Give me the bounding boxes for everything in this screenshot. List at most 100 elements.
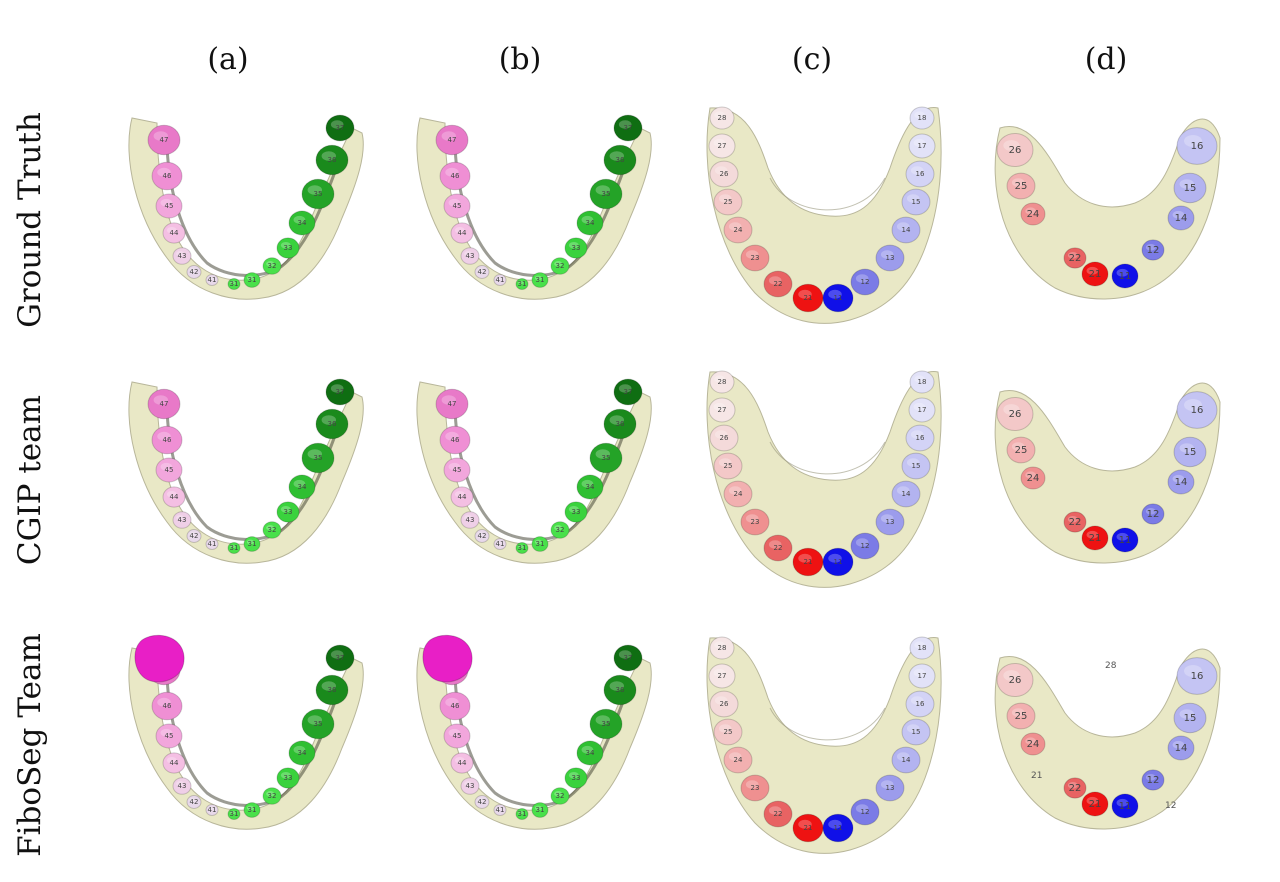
tooth: 33 <box>276 501 300 523</box>
tooth-label: 25 <box>1015 181 1028 192</box>
tooth: 31 <box>515 277 529 291</box>
tooth: 43 <box>460 247 480 265</box>
tooth-label: 45 <box>165 466 174 474</box>
panel-b-row1: 47 46 45 44 43 42 41 37 36 35 34 33 32 31 31 <box>400 98 660 328</box>
tooth-label: 44 <box>458 229 467 237</box>
tooth: 47 <box>435 124 469 156</box>
tooth-label: 41 <box>208 806 217 814</box>
tooth: 34 <box>288 474 316 500</box>
tooth: 32 <box>550 787 570 805</box>
tooth-label: 32 <box>268 792 277 800</box>
tooth-label: 37 <box>624 124 633 132</box>
tooth-label: 16 <box>1191 141 1204 152</box>
tooth: 47 <box>435 388 469 420</box>
tooth-label: 32 <box>556 526 565 534</box>
tooth-label: 25 <box>724 198 733 206</box>
tooth: 32 <box>262 787 282 805</box>
tooth-label: 43 <box>178 782 187 790</box>
gum-surface <box>416 647 652 830</box>
tooth-label: 46 <box>451 172 460 180</box>
tooth: 43 <box>172 511 192 529</box>
tooth: 28 <box>709 636 735 660</box>
tooth: 16 <box>905 690 935 718</box>
tooth: 35 <box>589 708 623 740</box>
tooth-label: 15 <box>1184 713 1197 724</box>
panel-c-row3-image: 28 27 26 25 24 23 22 21 18 17 16 15 14 13 12 11 <box>706 636 942 854</box>
gum-surface <box>128 381 364 564</box>
tooth-label: 27 <box>718 672 727 680</box>
tooth-label: 36 <box>328 686 337 694</box>
tooth: 33 <box>276 237 300 259</box>
tooth-label: 15 <box>912 462 921 470</box>
tooth-label: 47 <box>160 136 169 144</box>
tooth: 31 <box>243 272 261 288</box>
tooth-label: 34 <box>298 219 307 227</box>
gum-surface <box>994 118 1221 300</box>
tooth-label: 45 <box>453 202 462 210</box>
tooth-label: 11 <box>834 294 843 302</box>
tooth-label: 43 <box>178 252 187 260</box>
tooth: 31 <box>227 277 241 291</box>
tooth: 12 <box>850 268 880 296</box>
tooth-label: 31 <box>536 540 545 548</box>
tooth-label: 17 <box>918 406 927 414</box>
gum-surface <box>706 107 942 324</box>
tooth-label: 28 <box>718 378 727 386</box>
tooth: 33 <box>564 501 588 523</box>
tooth: 31 <box>227 541 241 555</box>
tooth-label: 36 <box>328 156 337 164</box>
tooth-label: 31 <box>248 276 257 284</box>
tooth: 14 <box>1167 735 1195 761</box>
tooth-label: 16 <box>916 170 925 178</box>
tooth-label: 45 <box>165 732 174 740</box>
tooth-label: 12 <box>1147 775 1160 786</box>
tooth: 31 <box>515 541 529 555</box>
tooth-label: 43 <box>466 782 475 790</box>
tooth: 34 <box>576 474 604 500</box>
tooth-label: 22 <box>774 544 783 552</box>
tooth-label: 46 <box>163 436 172 444</box>
tooth: 36 <box>315 408 349 440</box>
tooth: 24 <box>1020 466 1046 490</box>
tooth: 44 <box>450 222 474 244</box>
tooth: 21 <box>1081 525 1109 551</box>
tooth-label: 46 <box>163 172 172 180</box>
tooth-label: 21 <box>1089 799 1102 810</box>
tooth: 42 <box>474 795 490 809</box>
tooth-label: 21 <box>1089 533 1102 544</box>
tooth: 31 <box>531 802 549 818</box>
column-label-d: (d) <box>1084 42 1128 77</box>
tooth: 31 <box>243 536 261 552</box>
panel-d-row3-image: 26 25 24 22 21 16 15 14 12 11 28 21 12 <box>994 648 1221 830</box>
tooth-label: 44 <box>458 759 467 767</box>
tooth-label: 12 <box>861 542 870 550</box>
tooth-label: 35 <box>602 720 611 728</box>
tooth: 47 <box>147 388 181 420</box>
tooth: 34 <box>288 740 316 766</box>
tooth: 32 <box>262 521 282 539</box>
tooth-label: 21 <box>804 558 813 566</box>
tooth: 33 <box>276 767 300 789</box>
tooth-label: 25 <box>724 728 733 736</box>
tooth-label: 26 <box>720 700 729 708</box>
tooth-label: 12 <box>861 278 870 286</box>
tooth: 37 <box>613 378 643 406</box>
tooth: 11 <box>822 813 854 843</box>
row-label-fiboseg-team: FiboSeg Team <box>12 633 48 857</box>
tooth: 16 <box>1176 657 1218 695</box>
tooth: 12 <box>1141 769 1165 791</box>
tooth: 46 <box>439 161 471 191</box>
tooth-label: 16 <box>916 434 925 442</box>
tooth: 33 <box>564 767 588 789</box>
tooth: 26 <box>709 424 739 452</box>
tooth-label: 31 <box>230 544 239 552</box>
tooth-label: 37 <box>624 654 633 662</box>
tooth-label: 42 <box>190 532 199 540</box>
tooth: 31 <box>243 802 261 818</box>
tooth: 26 <box>996 662 1034 698</box>
tooth: 13 <box>875 508 905 536</box>
tooth-label: 33 <box>572 244 581 252</box>
tooth: 24 <box>1020 732 1046 756</box>
tooth-label: 15 <box>1184 447 1197 458</box>
